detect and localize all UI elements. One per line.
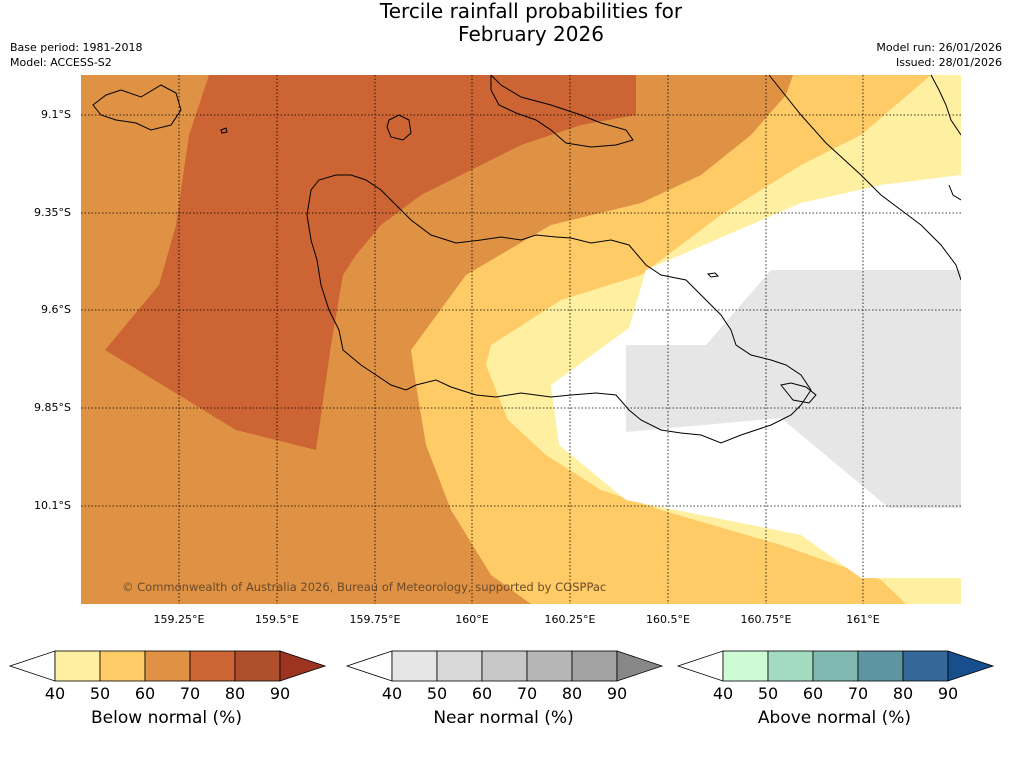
coast-nw-islands <box>92 84 182 131</box>
colorbar-tick: 50 <box>426 684 448 703</box>
coast-florida-islands <box>490 75 634 148</box>
colorbar-0 <box>8 650 327 682</box>
probability-map[interactable] <box>81 75 961 604</box>
coast-marau <box>780 382 817 404</box>
lon-label: 160.5°E <box>646 613 690 626</box>
colorbar-label: Above normal (%) <box>757 708 912 728</box>
coast-islet-east <box>948 184 961 201</box>
colorbar-segment <box>812 650 859 682</box>
coast-malaita-north <box>930 75 961 136</box>
colorbar-tick: 40 <box>381 684 403 703</box>
coast-islet-west <box>220 127 228 134</box>
colorbar-segment <box>722 650 769 682</box>
colorbar-segment <box>99 650 146 682</box>
colorbar-tick: 40 <box>712 684 734 703</box>
issued-date: Issued: 28/01/2026 <box>895 56 1002 69</box>
lon-label: 160.75°E <box>740 613 792 626</box>
colorbar-tick: 80 <box>892 684 914 703</box>
colorbar-tick: 50 <box>757 684 779 703</box>
colorbar-over-triangle <box>947 650 995 682</box>
colorbar-segment <box>526 650 573 682</box>
coast-malaita <box>768 75 961 281</box>
map-canvas <box>81 75 961 604</box>
colorbar-segment <box>767 650 814 682</box>
model-name: Model: ACCESS-S2 <box>10 56 112 69</box>
colorbar-tick: 70 <box>847 684 869 703</box>
colorbar-under-triangle <box>8 650 56 682</box>
lat-label: 9.6°S <box>41 303 71 316</box>
colorbar-tick: 90 <box>606 684 628 703</box>
colorbar-tick: 60 <box>471 684 493 703</box>
colorbar-tick: 80 <box>561 684 583 703</box>
colorbar-segment <box>144 650 191 682</box>
base-period: Base period: 1981-2018 <box>10 41 143 54</box>
lon-label: 159.5°E <box>255 613 299 626</box>
lon-label: 159.75°E <box>349 613 401 626</box>
colorbar-over-triangle <box>279 650 327 682</box>
meta-right: Model run: 26/01/2026 Issued: 28/01/2026 <box>876 40 1002 70</box>
colorbar-segment <box>234 650 281 682</box>
colorbar-tick: 60 <box>802 684 824 703</box>
lat-label: 9.85°S <box>34 401 71 414</box>
coastlines <box>92 75 961 444</box>
colorbar-label: Below normal (%) <box>91 708 242 728</box>
lat-label: 9.35°S <box>34 206 71 219</box>
colorbar-tick: 60 <box>134 684 156 703</box>
coast-guadalcanal <box>306 174 812 444</box>
colorbar-segment <box>189 650 236 682</box>
colorbar-under-triangle <box>676 650 724 682</box>
colorbar-under-triangle <box>345 650 393 682</box>
colorbar-2 <box>676 650 995 682</box>
model-run: Model run: 26/01/2026 <box>876 41 1002 54</box>
colorbar-tick: 90 <box>269 684 291 703</box>
lat-label: 9.1°S <box>41 108 71 121</box>
zone-below-70 <box>105 75 636 450</box>
title-line-2: February 2026 <box>458 22 604 46</box>
colorbar-1 <box>345 650 664 682</box>
copyright-notice: © Commonwealth of Australia 2026, Bureau… <box>122 580 607 594</box>
colorbar-segment <box>54 650 101 682</box>
graticule <box>81 75 961 604</box>
title-line-1: Tercile rainfall probabilities for <box>379 0 683 23</box>
coast-islet-small <box>706 272 720 278</box>
colorbar-segment <box>857 650 904 682</box>
colorbar-tick: 40 <box>44 684 66 703</box>
colorbar-over-triangle <box>616 650 664 682</box>
colorbar-tick: 90 <box>937 684 959 703</box>
colorbar-tick: 70 <box>179 684 201 703</box>
colorbar-segment <box>391 650 438 682</box>
lon-label: 160.25°E <box>544 613 596 626</box>
lon-label: 159.25°E <box>153 613 205 626</box>
lon-label: 161°E <box>846 613 880 626</box>
coast-islet <box>386 114 412 141</box>
meta-left: Base period: 1981-2018 Model: ACCESS-S2 <box>10 40 142 70</box>
colorbar-segment <box>902 650 949 682</box>
colorbar-label: Near normal (%) <box>433 708 574 728</box>
colorbar-tick: 80 <box>224 684 246 703</box>
lat-label: 10.1°S <box>34 499 71 512</box>
lon-label: 160°E <box>455 613 489 626</box>
chart-title: Tercile rainfall probabilities for Febru… <box>0 0 1011 46</box>
colorbar-segment <box>571 650 618 682</box>
colorbar-segment <box>436 650 483 682</box>
zone-near-40 <box>626 270 961 508</box>
colorbar-segment <box>481 650 528 682</box>
colorbar-tick: 50 <box>89 684 111 703</box>
colorbar-tick: 70 <box>516 684 538 703</box>
